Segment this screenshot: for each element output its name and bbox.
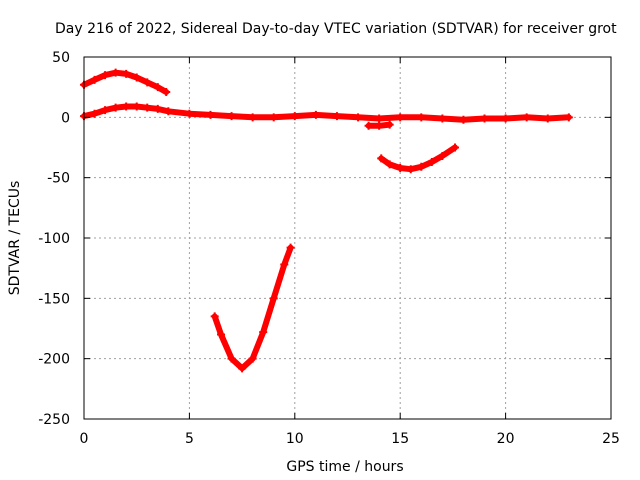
data-point bbox=[451, 143, 460, 152]
data-point bbox=[427, 157, 436, 166]
data-point bbox=[354, 113, 363, 122]
series-arc-upper-early bbox=[80, 68, 171, 96]
data-point bbox=[90, 109, 99, 118]
series-dip-segment bbox=[364, 120, 394, 130]
data-point bbox=[396, 113, 405, 122]
data-point bbox=[406, 165, 415, 174]
x-tick-label: 0 bbox=[80, 431, 89, 447]
data-point bbox=[417, 113, 426, 122]
series-baseline-near-zero bbox=[80, 102, 573, 124]
data-point bbox=[385, 120, 394, 129]
y-tick-label: -250 bbox=[38, 412, 70, 428]
y-tick-label: 0 bbox=[61, 110, 70, 126]
data-point bbox=[90, 75, 99, 84]
data-point bbox=[101, 106, 110, 115]
data-point bbox=[438, 151, 447, 160]
data-point bbox=[162, 87, 171, 96]
data-point bbox=[101, 71, 110, 80]
data-point bbox=[438, 114, 447, 123]
data-point bbox=[185, 109, 194, 118]
data-point bbox=[375, 114, 384, 123]
x-tick-label: 15 bbox=[391, 431, 409, 447]
data-point bbox=[143, 103, 152, 112]
axis-ticks: 0 5 10 15 20 25 50 0 -50 -100 -150 -200 -250 bbox=[38, 50, 620, 447]
y-axis-label: SDTVAR / TECUs bbox=[7, 181, 23, 296]
series-line bbox=[81, 69, 170, 95]
data-point bbox=[385, 160, 394, 169]
data-point bbox=[248, 113, 257, 122]
series-line bbox=[211, 244, 294, 372]
data-series bbox=[80, 68, 573, 373]
data-point bbox=[132, 73, 141, 82]
data-point bbox=[501, 114, 510, 123]
data-point bbox=[280, 260, 289, 269]
data-point bbox=[164, 107, 173, 116]
y-tick-label: -150 bbox=[38, 291, 70, 307]
data-point bbox=[364, 121, 373, 130]
x-tick-label: 5 bbox=[185, 431, 194, 447]
data-point bbox=[248, 354, 257, 363]
data-point bbox=[522, 113, 531, 122]
x-tick-label: 10 bbox=[286, 431, 304, 447]
data-point bbox=[111, 68, 120, 77]
data-point bbox=[132, 102, 141, 111]
y-tick-label: 50 bbox=[52, 50, 70, 66]
data-point bbox=[227, 112, 236, 121]
data-point bbox=[377, 154, 386, 163]
data-point bbox=[417, 162, 426, 171]
data-point bbox=[259, 328, 268, 337]
data-point bbox=[143, 78, 152, 87]
data-point bbox=[206, 110, 215, 119]
x-tick-label: 20 bbox=[497, 431, 515, 447]
data-point bbox=[227, 354, 236, 363]
data-point bbox=[543, 114, 552, 123]
y-tick-label: -50 bbox=[47, 171, 70, 187]
data-point bbox=[269, 113, 278, 122]
data-point bbox=[238, 364, 247, 373]
data-point bbox=[480, 114, 489, 123]
y-tick-label: -200 bbox=[38, 352, 70, 368]
series-arc-v-shape bbox=[210, 243, 295, 373]
data-point bbox=[210, 312, 219, 321]
data-point bbox=[286, 243, 295, 252]
data-point bbox=[122, 102, 131, 111]
data-point bbox=[269, 294, 278, 303]
data-point bbox=[459, 115, 468, 124]
x-tick-label: 25 bbox=[602, 431, 620, 447]
series-arc-negative-mid bbox=[377, 143, 460, 174]
chart-title: Day 216 of 2022, Sidereal Day-to-day VTE… bbox=[55, 21, 617, 37]
data-point bbox=[290, 112, 299, 121]
data-point bbox=[375, 121, 384, 130]
data-point bbox=[332, 112, 341, 121]
data-point bbox=[111, 103, 120, 112]
data-point bbox=[311, 110, 320, 119]
data-point bbox=[396, 164, 405, 173]
series-line bbox=[81, 103, 572, 123]
data-point bbox=[564, 113, 573, 122]
x-axis-label: GPS time / hours bbox=[286, 459, 403, 475]
data-point bbox=[122, 69, 131, 78]
data-point bbox=[153, 104, 162, 113]
data-point bbox=[217, 330, 226, 339]
y-tick-label: -100 bbox=[38, 231, 70, 247]
data-point bbox=[153, 83, 162, 92]
